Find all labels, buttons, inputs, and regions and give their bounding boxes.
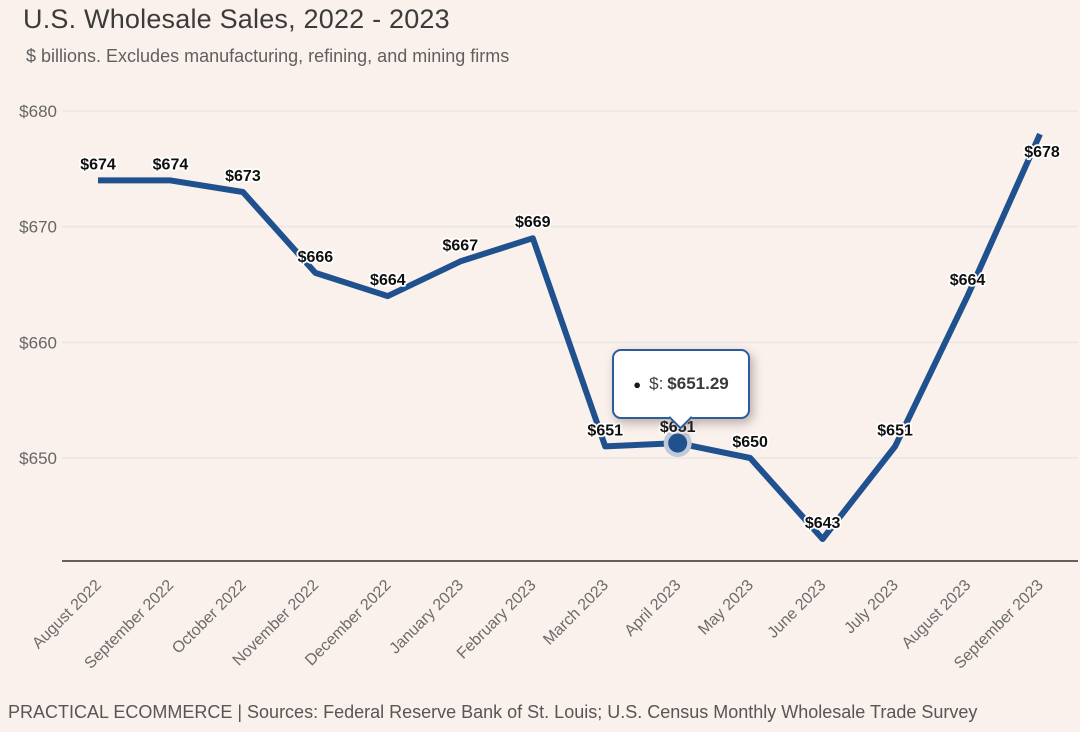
- x-axis-label: August 2023: [899, 577, 975, 653]
- series-line[interactable]: [98, 132, 1043, 542]
- source-attribution: PRACTICAL ECOMMERCE | Sources: Federal R…: [8, 702, 978, 722]
- data-point-label: $651: [587, 422, 623, 439]
- y-axis-label: $670: [19, 218, 57, 237]
- data-point-label: $651: [877, 422, 913, 439]
- tooltip-series-label: $:: [649, 374, 664, 393]
- x-axis-label: October 2022: [169, 577, 250, 658]
- x-axis-label: January 2023: [387, 577, 468, 658]
- data-point-label: $674: [153, 156, 189, 173]
- page-title: U.S. Wholesale Sales, 2022 - 2023: [23, 4, 450, 34]
- data-point-label: $664: [370, 272, 406, 289]
- data-point[interactable]: [668, 433, 688, 453]
- y-axis-label: $660: [19, 333, 57, 352]
- x-axis-label: June 2023: [765, 577, 830, 642]
- tooltip-value: $651.29: [667, 374, 729, 393]
- x-axis-label: August 2022: [29, 577, 105, 653]
- chart-header: U.S. Wholesale Sales, 2022 - 2023 $ bill…: [23, 4, 509, 67]
- data-point-label: $664: [950, 272, 986, 289]
- x-axis-label: March 2023: [540, 577, 612, 649]
- data-point-label: $650: [732, 434, 768, 451]
- series-bullet-icon: ●: [633, 376, 642, 392]
- data-point-label: $669: [515, 214, 551, 231]
- data-point-label: $673: [225, 168, 261, 185]
- data-point-label: $674: [80, 156, 116, 173]
- data-point-label: $643: [805, 515, 841, 532]
- chart-subtitle: $ billions. Excludes manufacturing, refi…: [26, 46, 510, 66]
- data-point-label: $667: [443, 237, 479, 254]
- x-axis-label: February 2023: [454, 577, 540, 663]
- y-axis-label: $650: [19, 449, 57, 468]
- x-axis-label: April 2023: [622, 577, 685, 640]
- y-axis-label: $680: [19, 102, 57, 121]
- x-axis-label: May 2023: [695, 577, 757, 639]
- data-point-label: $678: [1024, 144, 1060, 161]
- chart-tooltip: ● $: $651.29: [612, 349, 750, 430]
- data-point-label: $666: [298, 249, 334, 266]
- x-axis-label: July 2023: [841, 577, 902, 638]
